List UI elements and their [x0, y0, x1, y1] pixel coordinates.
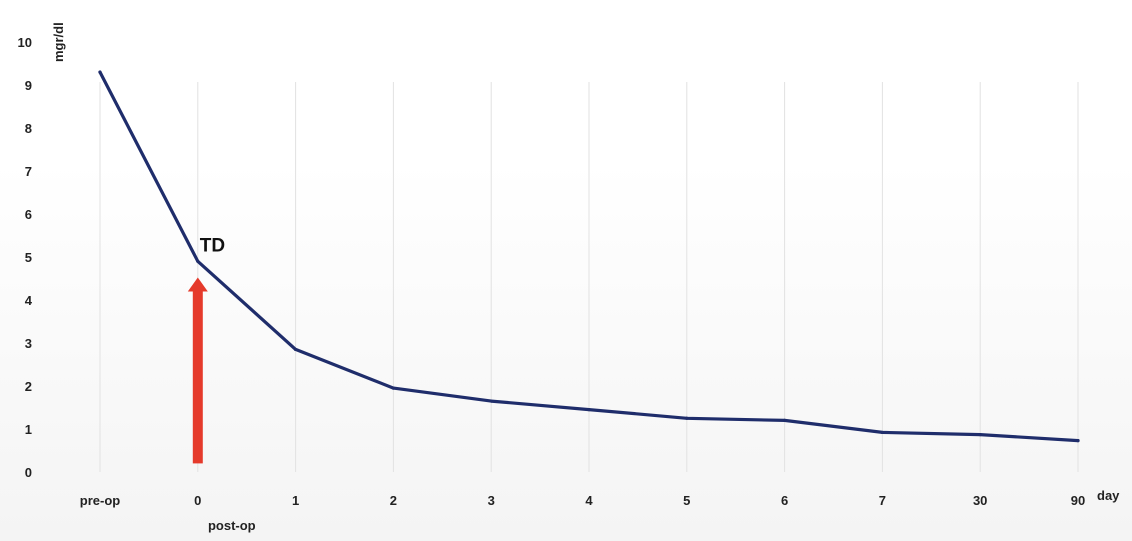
y-tick-label: 0	[25, 465, 32, 480]
x-tick-label: 2	[390, 493, 397, 508]
y-tick-label: 4	[25, 293, 33, 308]
x-tick-label: 90	[1071, 493, 1085, 508]
data-point	[1076, 439, 1080, 443]
x-tick-label: 30	[973, 493, 987, 508]
x-tick-label: 6	[781, 493, 788, 508]
y-tick-label: 3	[25, 336, 32, 351]
x-tick-labels: pre-op 0 1 2 3 4 5 6 7 30 90 post-op	[80, 493, 1085, 533]
series-layer	[98, 70, 1080, 443]
x-tick-label: 7	[879, 493, 886, 508]
x-tick-label: 4	[585, 493, 593, 508]
y-tick-label: 7	[25, 164, 32, 179]
y-tick-label: 9	[25, 78, 32, 93]
y-tick-label: 6	[25, 207, 32, 222]
x-tick-label: 5	[683, 493, 690, 508]
y-tick-label: 8	[25, 121, 32, 136]
y-tick-label: 1	[25, 422, 32, 437]
y-tick-labels: 0 1 2 3 4 5 6 7 8 9 10	[18, 35, 33, 480]
x-tick-label: 0	[194, 493, 201, 508]
data-point	[587, 408, 591, 412]
annotation-label: TD	[200, 235, 225, 256]
x-axis-label: day	[1097, 488, 1120, 503]
data-point	[685, 416, 689, 420]
x-tick-label: pre-op	[80, 493, 121, 508]
data-point	[196, 259, 200, 263]
arrow-shaft	[192, 290, 203, 464]
data-point	[294, 347, 298, 352]
data-point	[489, 399, 493, 403]
data-point	[783, 418, 787, 422]
data-point	[98, 70, 102, 74]
data-point	[880, 430, 885, 435]
data-point	[978, 432, 982, 437]
annotations: TD	[187, 235, 225, 464]
y-tick-label: 2	[25, 379, 32, 394]
x-tick-label: 1	[292, 493, 299, 508]
x-tick-label: 3	[488, 493, 495, 508]
y-axis-label: mgr/dl	[51, 22, 66, 62]
data-point	[391, 386, 395, 390]
y-tick-label: 5	[25, 250, 32, 265]
arrow-head	[187, 277, 208, 292]
gridlines	[99, 82, 1079, 472]
y-tick-label: 10	[18, 35, 32, 50]
x-sub-label: post-op	[208, 518, 256, 533]
